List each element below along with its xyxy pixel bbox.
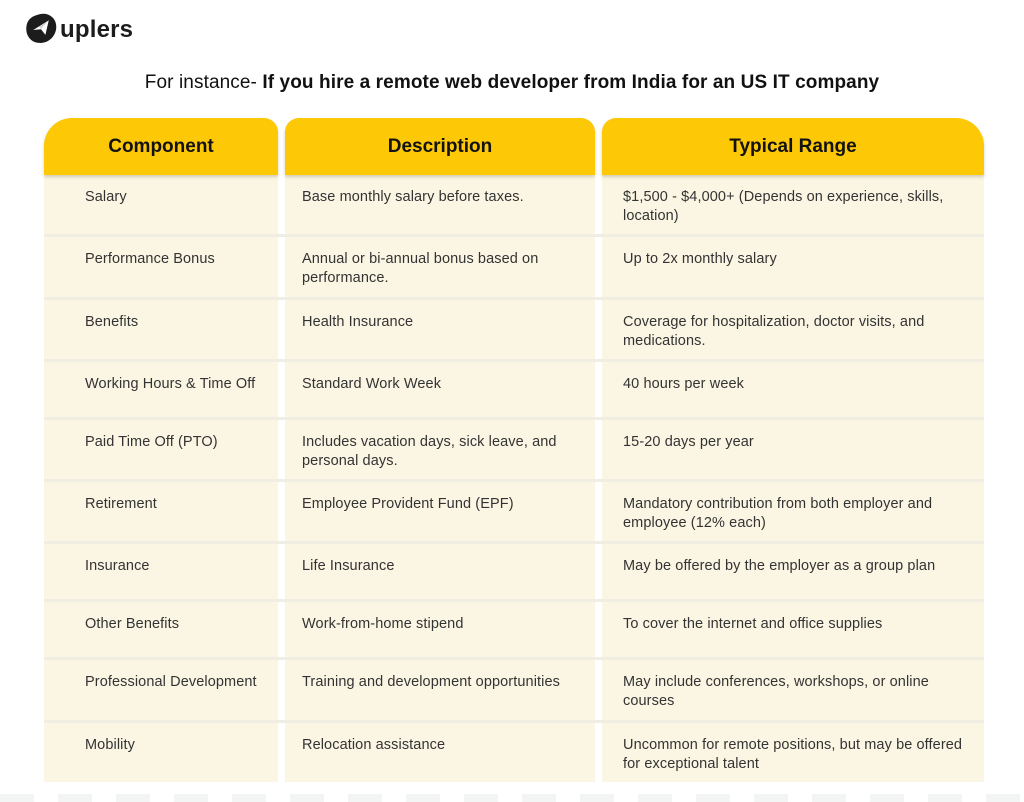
table-body: Salary Base monthly salary before taxes.…	[44, 175, 984, 782]
cell-description: Base monthly salary before taxes.	[285, 175, 595, 235]
cell-typical-range: 40 hours per week	[602, 361, 984, 417]
column-header-description: Description	[285, 118, 595, 175]
cell-description: Standard Work Week	[285, 361, 595, 417]
cell-description: Health Insurance	[285, 299, 595, 359]
column-header-component: Component	[44, 118, 278, 175]
table-row: Salary Base monthly salary before taxes.…	[44, 175, 984, 238]
cell-component: Benefits	[44, 299, 278, 359]
cell-component: Mobility	[44, 722, 278, 782]
heading-emphasis: If you hire a remote web developer from …	[262, 72, 880, 93]
cell-component: Salary	[44, 175, 278, 235]
cell-component: Working Hours & Time Off	[44, 361, 278, 417]
cell-component: Retirement	[44, 482, 278, 542]
cell-typical-range: Uncommon for remote positions, but may b…	[602, 722, 984, 782]
table-row: Other Benefits Work-from-home stipend To…	[44, 602, 984, 661]
uplers-pick-icon	[25, 13, 58, 46]
cell-component: Performance Bonus	[44, 237, 278, 297]
cell-typical-range: May include conferences, workshops, or o…	[602, 660, 984, 720]
table-row: Retirement Employee Provident Fund (EPF)…	[44, 482, 984, 545]
table-row: Insurance Life Insurance May be offered …	[44, 544, 984, 603]
cell-description: Relocation assistance	[285, 722, 595, 782]
cell-description: Life Insurance	[285, 544, 595, 600]
cell-description: Training and development opportunities	[285, 660, 595, 720]
heading-prefix: For instance-	[144, 72, 263, 93]
uplers-logo: uplers	[25, 13, 133, 46]
cutoff-artifact-strip	[0, 794, 1024, 802]
cell-component: Insurance	[44, 544, 278, 600]
table-row: Mobility Relocation assistance Uncommon …	[44, 722, 984, 782]
table-row: Working Hours & Time Off Standard Work W…	[44, 361, 984, 420]
cell-description: Work-from-home stipend	[285, 602, 595, 658]
column-header-typical-range: Typical Range	[602, 118, 984, 175]
cell-typical-range: $1,500 - $4,000+ (Depends on experience,…	[602, 175, 984, 235]
cell-component: Paid Time Off (PTO)	[44, 419, 278, 479]
cell-typical-range: May be offered by the employer as a grou…	[602, 544, 984, 600]
cell-description: Annual or bi-annual bonus based on perfo…	[285, 237, 595, 297]
cell-component: Other Benefits	[44, 602, 278, 658]
table-row: Benefits Health Insurance Coverage for h…	[44, 299, 984, 362]
uplers-logo-text: uplers	[60, 16, 134, 43]
table-row: Paid Time Off (PTO) Includes vacation da…	[44, 419, 984, 482]
compensation-table: Component Description Typical Range Sala…	[44, 118, 984, 782]
cell-typical-range: Up to 2x monthly salary	[602, 237, 984, 297]
page-title: For instance- If you hire a remote web d…	[0, 72, 1024, 94]
cell-component: Professional Development	[44, 660, 278, 720]
table-row: Performance Bonus Annual or bi-annual bo…	[44, 237, 984, 300]
table-header: Component Description Typical Range	[44, 118, 984, 175]
cell-typical-range: Mandatory contribution from both employe…	[602, 482, 984, 542]
cell-typical-range: To cover the internet and office supplie…	[602, 602, 984, 658]
cell-typical-range: Coverage for hospitalization, doctor vis…	[602, 299, 984, 359]
cell-typical-range: 15-20 days per year	[602, 419, 984, 479]
table-row: Professional Development Training and de…	[44, 660, 984, 723]
cell-description: Employee Provident Fund (EPF)	[285, 482, 595, 542]
cell-description: Includes vacation days, sick leave, and …	[285, 419, 595, 479]
